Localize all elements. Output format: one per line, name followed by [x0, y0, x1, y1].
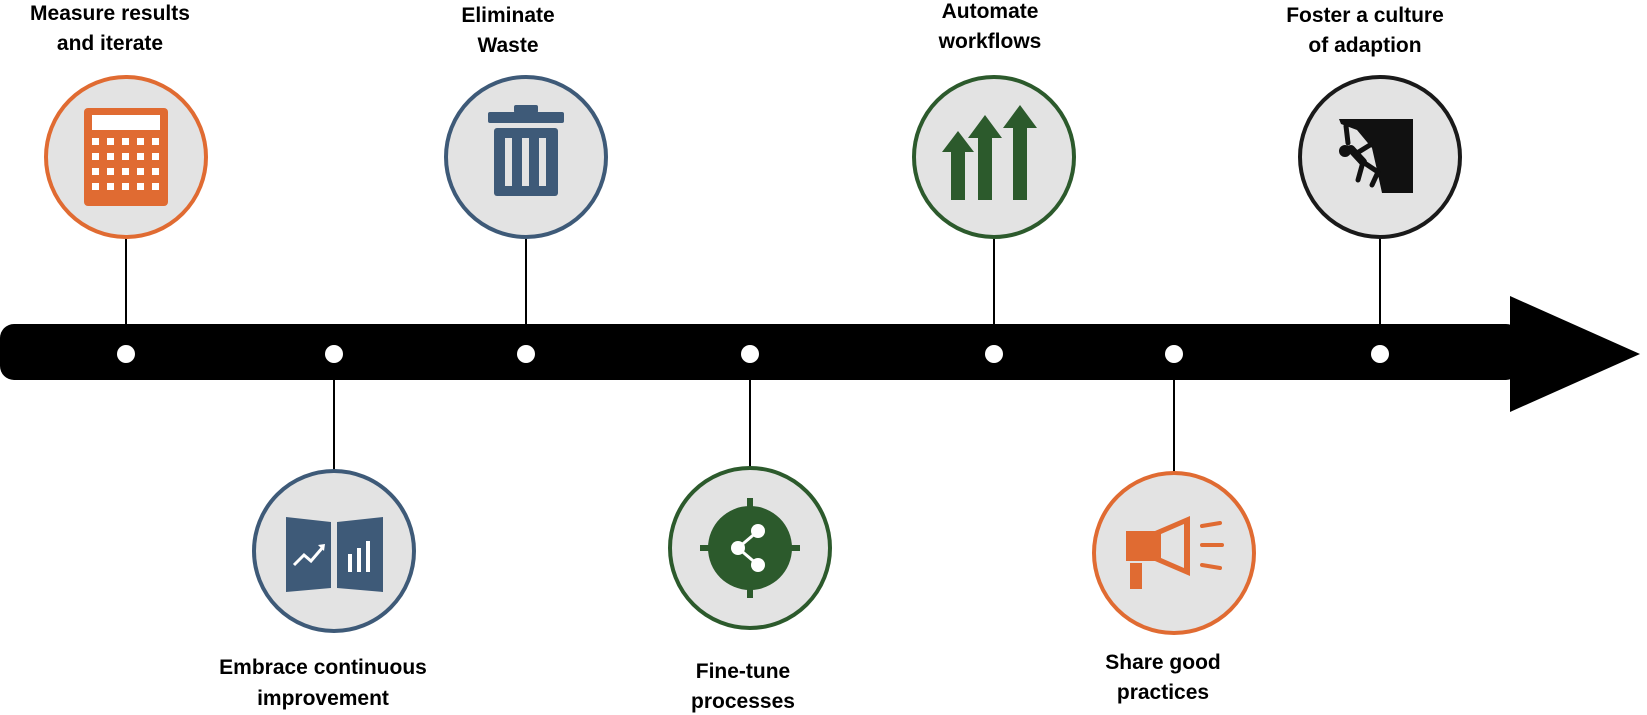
- up-arrows-icon: [942, 105, 1037, 200]
- timeline-dot: [1165, 345, 1183, 363]
- milestone-label-line1: Eliminate: [461, 4, 554, 27]
- milestone-label-line2: Waste: [477, 34, 538, 57]
- milestone-eliminate: Eliminate Waste: [444, 4, 608, 363]
- milestone-label-line2: processes: [691, 690, 795, 713]
- timeline-dot: [741, 345, 759, 363]
- timeline-dot: [325, 345, 343, 363]
- milestone-label-line1: Measure results: [30, 2, 190, 25]
- timeline-dot: [985, 345, 1003, 363]
- trash-can-icon: [488, 105, 564, 196]
- report-board-icon: [286, 517, 383, 592]
- milestone-label-line2: and iterate: [57, 32, 163, 55]
- milestone-label-line1: Embrace continuous: [219, 656, 427, 679]
- calculator-icon: [84, 108, 168, 206]
- timeline-dot: [117, 345, 135, 363]
- icon-circle: [912, 75, 1076, 239]
- milestone-embrace: Embrace continuous improvement: [219, 345, 427, 710]
- milestone-finetune: Fine-tune processes: [668, 345, 832, 713]
- milestone-measure: Measure results and iterate: [30, 2, 208, 363]
- milestone-label-line1: Foster a culture: [1286, 4, 1444, 27]
- icon-circle: [252, 469, 416, 633]
- timeline-dot: [1371, 345, 1389, 363]
- process-target-icon: [700, 498, 800, 598]
- timeline-arrow: [0, 296, 1640, 412]
- milestone-foster: Foster a culture of adaption: [1286, 4, 1462, 363]
- climber-icon: [1339, 119, 1413, 193]
- milestone-label-line1: Share good: [1105, 651, 1221, 674]
- milestone-label-line2: practices: [1117, 681, 1209, 704]
- milestone-automate: Automate workflows: [912, 0, 1076, 363]
- timeline-dot: [517, 345, 535, 363]
- milestone-share: Share good practices: [1092, 345, 1256, 704]
- milestone-label-line2: workflows: [938, 30, 1042, 53]
- megaphone-icon: [1126, 516, 1224, 589]
- milestone-label-line1: Automate: [942, 0, 1039, 23]
- milestone-label-line1: Fine-tune: [696, 660, 791, 683]
- milestone-label-line2: improvement: [257, 687, 389, 710]
- milestone-label-line2: of adaption: [1308, 34, 1421, 57]
